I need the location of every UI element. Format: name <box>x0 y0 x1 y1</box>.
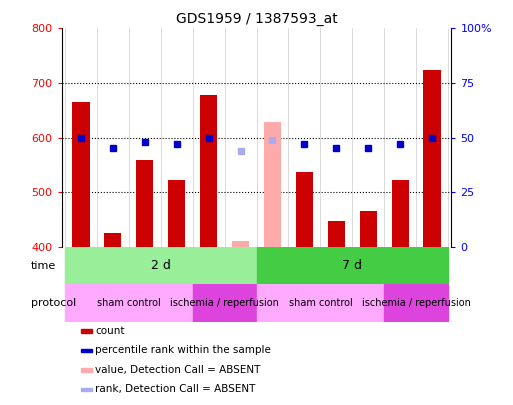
Text: time: time <box>31 260 56 271</box>
Text: ischemia / reperfusion: ischemia / reperfusion <box>362 298 471 308</box>
Bar <box>81 388 92 391</box>
Bar <box>81 349 92 352</box>
Text: 7 d: 7 d <box>342 259 362 272</box>
Title: GDS1959 / 1387593_at: GDS1959 / 1387593_at <box>175 12 338 26</box>
Text: sham control: sham control <box>288 298 352 308</box>
Bar <box>328 221 345 247</box>
Bar <box>65 247 256 284</box>
Bar <box>104 233 122 247</box>
Bar <box>384 284 448 322</box>
Text: rank, Detection Call = ABSENT: rank, Detection Call = ABSENT <box>95 384 255 394</box>
Text: value, Detection Call = ABSENT: value, Detection Call = ABSENT <box>95 365 261 375</box>
Bar <box>72 102 90 247</box>
Bar <box>81 368 92 371</box>
Bar <box>295 172 313 247</box>
Bar <box>200 95 218 247</box>
Bar <box>81 329 92 333</box>
Bar <box>168 180 185 247</box>
Text: count: count <box>95 326 125 336</box>
Bar <box>256 284 384 322</box>
Bar <box>232 241 249 247</box>
Text: sham control: sham control <box>97 298 161 308</box>
Bar <box>65 284 192 322</box>
Bar <box>360 211 377 247</box>
Text: protocol: protocol <box>31 298 76 308</box>
Bar <box>192 284 256 322</box>
Bar <box>264 122 281 247</box>
Bar <box>423 70 441 247</box>
Bar <box>256 247 448 284</box>
Text: ischemia / reperfusion: ischemia / reperfusion <box>170 298 279 308</box>
Text: percentile rank within the sample: percentile rank within the sample <box>95 345 271 355</box>
Bar <box>391 180 409 247</box>
Bar <box>136 160 153 247</box>
Text: 2 d: 2 d <box>151 259 170 272</box>
